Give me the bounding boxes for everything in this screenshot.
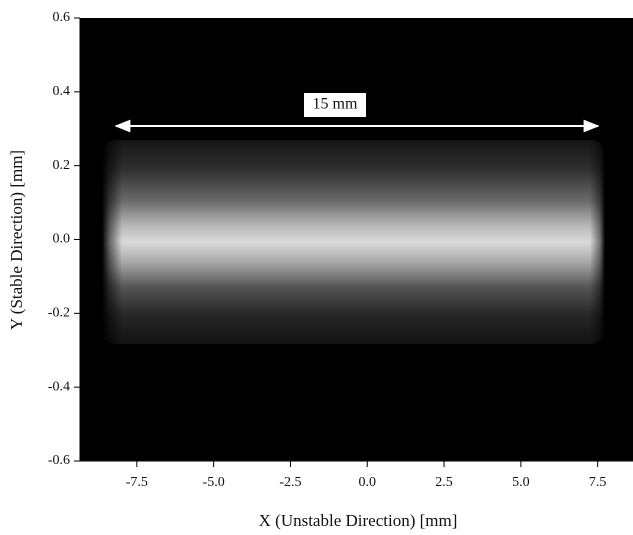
- x-tick-label: -7.5: [126, 475, 148, 490]
- x-tick-label: -5.0: [203, 475, 225, 490]
- x-tick-label: -2.5: [279, 475, 301, 490]
- annotation-box: [304, 93, 366, 117]
- x-tick-label: 7.5: [589, 475, 607, 490]
- y-tick-label: 0.2: [53, 158, 71, 173]
- y-tick-label: 0.0: [53, 232, 71, 247]
- annotation: 15 mm: [313, 96, 358, 113]
- x-tick-label: 0.0: [359, 475, 377, 490]
- y-axis-label: Y (Stable Direction) [mm]: [7, 150, 26, 330]
- y-tick-label: -0.6: [48, 453, 70, 468]
- y-tick-label: 0.4: [53, 84, 71, 99]
- y-tick-label: -0.2: [48, 306, 70, 321]
- x-tick-label: 5.0: [512, 475, 530, 490]
- beam-image: [102, 140, 605, 344]
- y-tick-label: 0.6: [53, 10, 71, 25]
- x-axis-label: X (Unstable Direction) [mm]: [259, 511, 458, 530]
- x-tick-label: 2.5: [435, 475, 453, 490]
- y-tick-label: -0.4: [48, 379, 70, 394]
- beam-glow: [102, 140, 605, 344]
